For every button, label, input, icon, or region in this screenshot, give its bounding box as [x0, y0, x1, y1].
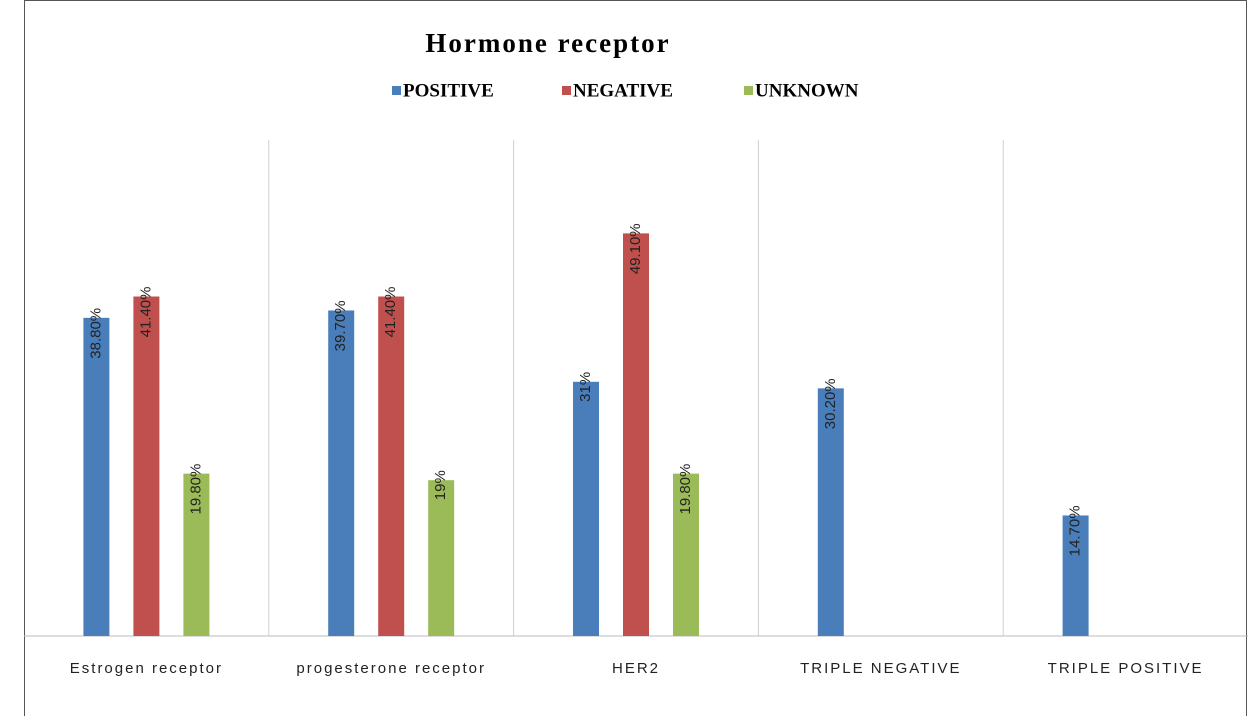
legend-swatch — [744, 86, 753, 95]
legend-swatch — [562, 86, 571, 95]
data-label: 19.80% — [677, 464, 694, 515]
legend-label: NEGATIVE — [573, 80, 673, 101]
bar — [428, 480, 455, 636]
bar — [673, 473, 699, 636]
chart-title: Hormone receptor — [425, 28, 670, 58]
bar — [1062, 515, 1089, 636]
data-label: 19.80% — [187, 464, 204, 515]
data-label: 38.80% — [87, 308, 104, 359]
bar — [183, 473, 210, 636]
legend-label: POSITIVE — [403, 80, 494, 101]
legend-swatch — [392, 86, 401, 95]
data-label: 31% — [577, 372, 594, 402]
frame — [24, 0, 1247, 716]
bar — [817, 388, 844, 636]
x-tick-label: TRIPLE POSITIVE — [1047, 660, 1204, 677]
data-label: 19% — [432, 470, 449, 500]
data-label: 39.70% — [332, 300, 349, 351]
x-tick-label: Estrogen receptor — [69, 660, 223, 677]
bar — [378, 296, 405, 636]
x-tick-label: HER2 — [611, 660, 660, 677]
bar — [328, 310, 355, 636]
data-label: 30.20% — [822, 378, 839, 429]
bar — [623, 233, 649, 636]
x-tick-label: progesterone receptor — [296, 660, 486, 677]
bar — [133, 296, 160, 636]
data-label: 41.40% — [137, 287, 154, 338]
x-tick-label: TRIPLE NEGATIVE — [800, 660, 962, 677]
bar — [83, 317, 110, 636]
data-label: 49.10% — [627, 223, 644, 274]
data-label: 41.40% — [382, 287, 399, 338]
legend-label: UNKNOWN — [755, 80, 859, 101]
bar — [573, 381, 599, 636]
data-label: 14.70% — [1067, 505, 1084, 556]
